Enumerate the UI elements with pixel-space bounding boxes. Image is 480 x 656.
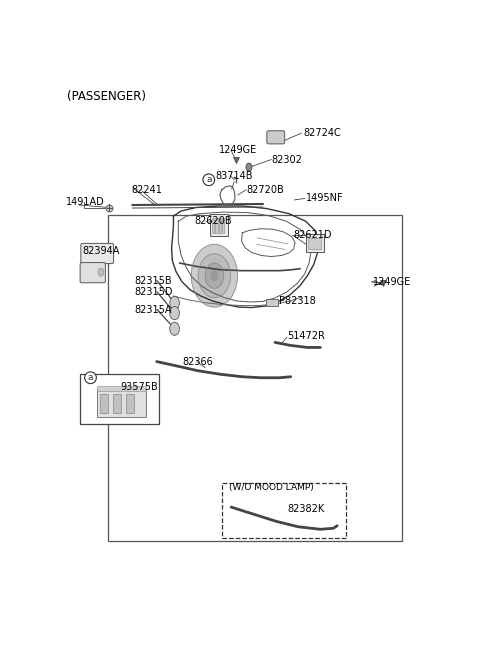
FancyBboxPatch shape: [80, 262, 106, 283]
Text: (W/O MOOD LAMP): (W/O MOOD LAMP): [229, 483, 314, 492]
Text: 82720B: 82720B: [246, 185, 284, 195]
Text: 82315A: 82315A: [134, 304, 172, 315]
FancyBboxPatch shape: [210, 214, 228, 236]
Bar: [81, 374, 158, 424]
Circle shape: [192, 245, 238, 307]
Text: 82241: 82241: [132, 185, 162, 195]
Text: 82620B: 82620B: [194, 216, 231, 226]
Text: 1249GE: 1249GE: [372, 277, 411, 287]
Text: 82366: 82366: [183, 357, 214, 367]
Text: 82621D: 82621D: [294, 230, 332, 240]
Bar: [97, 390, 145, 417]
Text: 82315B: 82315B: [134, 276, 172, 286]
Bar: [212, 218, 215, 234]
Text: P82318: P82318: [279, 296, 315, 306]
Bar: [219, 218, 221, 234]
FancyBboxPatch shape: [267, 131, 285, 144]
Text: a: a: [206, 175, 212, 184]
Text: 1495NF: 1495NF: [305, 194, 343, 203]
Bar: [100, 394, 108, 413]
Bar: [222, 483, 347, 539]
Bar: [222, 218, 225, 234]
Bar: [126, 394, 134, 413]
Bar: [108, 215, 402, 541]
Text: a: a: [88, 373, 93, 382]
Circle shape: [246, 163, 252, 171]
Bar: [266, 299, 278, 306]
Circle shape: [170, 322, 180, 335]
Circle shape: [98, 268, 104, 276]
Circle shape: [170, 297, 180, 310]
Bar: [308, 238, 321, 249]
Circle shape: [198, 254, 230, 298]
Bar: [97, 386, 145, 391]
Text: 82394A: 82394A: [83, 247, 120, 256]
Text: 82302: 82302: [271, 155, 302, 165]
Text: 1249GE: 1249GE: [219, 146, 257, 155]
Bar: [113, 394, 121, 413]
Text: 82315D: 82315D: [134, 287, 173, 297]
FancyBboxPatch shape: [81, 243, 114, 264]
Bar: [216, 218, 218, 234]
Text: 51472R: 51472R: [288, 331, 325, 341]
Circle shape: [205, 263, 224, 288]
Text: 1491AD: 1491AD: [66, 197, 104, 207]
Text: 82382K: 82382K: [287, 504, 324, 514]
Circle shape: [170, 306, 180, 319]
Circle shape: [211, 271, 218, 280]
Text: 82724C: 82724C: [304, 129, 341, 138]
Text: 83714B: 83714B: [216, 171, 253, 180]
FancyBboxPatch shape: [305, 234, 324, 253]
Text: 93575B: 93575B: [120, 382, 158, 392]
Text: (PASSENGER): (PASSENGER): [67, 90, 146, 103]
